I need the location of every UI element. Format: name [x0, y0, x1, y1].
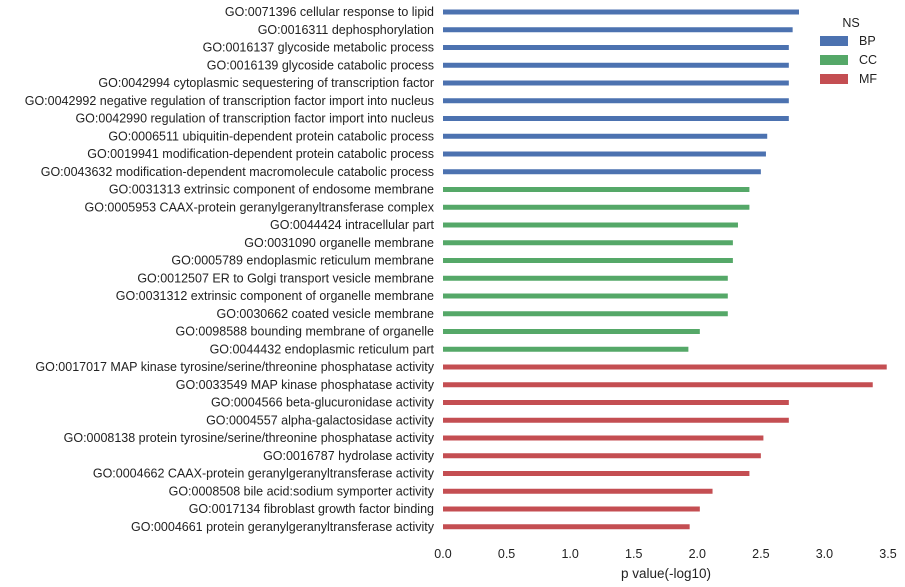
bar-cc: [443, 346, 689, 352]
x-tick-label: 2.0: [689, 547, 706, 561]
x-tick-label: 3.5: [879, 547, 896, 561]
x-tick-label: 1.0: [561, 547, 578, 561]
bar-cc: [443, 293, 728, 299]
bar-cc: [443, 222, 738, 228]
category-label: GO:0004662 CAAX-protein geranylgeranyltr…: [93, 467, 435, 481]
category-label: GO:0042990 regulation of transcription f…: [75, 112, 434, 126]
category-label: GO:0016139 glycoside catabolic process: [207, 58, 434, 72]
bar-cc: [443, 311, 728, 317]
legend-label-bp: BP: [859, 34, 876, 48]
category-label: GO:0004557 alpha-galactosidase activity: [206, 413, 435, 427]
bar-group: [443, 9, 887, 530]
bar-mf: [443, 364, 887, 370]
bar-bp: [443, 80, 789, 86]
bar-mf: [443, 471, 750, 476]
category-label: GO:0043632 modification-dependent macrom…: [41, 165, 434, 179]
bar-bp: [443, 133, 768, 139]
category-label: GO:0004566 beta-glucuronidase activity: [211, 396, 435, 410]
bar-bp: [443, 116, 789, 121]
category-label: GO:0044424 intracellular part: [270, 218, 435, 232]
bar-cc: [443, 240, 733, 246]
category-label: GO:0004661 protein geranylgeranyltransfe…: [131, 520, 435, 534]
bar-bp: [443, 98, 789, 104]
category-label: GO:0044432 endoplasmic reticulum part: [210, 342, 435, 356]
bar-bp: [443, 62, 789, 68]
bar-bp: [443, 9, 799, 15]
category-label: GO:0012507 ER to Golgi transport vesicle…: [137, 271, 434, 285]
bar-bp: [443, 169, 761, 175]
category-label: GO:0019941 modification-dependent protei…: [87, 147, 434, 161]
x-axis-ticks: 0.0 0.5 1.0 1.5 2.0 2.5 3.0 3.5: [434, 547, 896, 561]
bar-mf: [443, 453, 761, 459]
bar-mf: [443, 506, 700, 512]
bar-mf: [443, 417, 789, 423]
x-tick-label: 2.5: [752, 547, 769, 561]
x-tick-label: 0.5: [498, 547, 515, 561]
category-label: GO:0016311 dephosphorylation: [258, 23, 434, 37]
x-tick-label: 1.5: [625, 547, 642, 561]
legend-swatch-mf: [820, 74, 848, 84]
bar-mf: [443, 488, 713, 494]
category-label: GO:0005789 endoplasmic reticulum membran…: [171, 254, 434, 268]
x-tick-label: 3.0: [816, 547, 833, 561]
category-label: GO:0016787 hydrolase activity: [263, 449, 435, 463]
legend-label-cc: CC: [859, 53, 877, 67]
bar-mf: [443, 524, 690, 530]
category-label: GO:0071396 cellular response to lipid: [225, 5, 434, 19]
category-label: GO:0042994 cytoplasmic sequestering of t…: [98, 76, 434, 90]
bar-mf: [443, 400, 789, 405]
legend-swatch-bp: [820, 36, 848, 46]
bar-mf: [443, 435, 764, 441]
legend: NS BP CC MF: [820, 16, 877, 86]
bar-bp: [443, 151, 766, 157]
category-label: GO:0031312 extrinsic component of organe…: [116, 289, 434, 303]
category-label: GO:0042992 negative regulation of transc…: [25, 94, 434, 108]
x-tick-label: 0.0: [434, 547, 451, 561]
bar-bp: [443, 45, 789, 50]
bar-cc: [443, 275, 728, 281]
category-label: GO:0016137 glycoside metabolic process: [203, 41, 434, 55]
category-label: GO:0008138 protein tyrosine/serine/threo…: [64, 431, 435, 445]
category-label: GO:0033549 MAP kinase phosphatase activi…: [176, 378, 435, 392]
bar-cc: [443, 187, 750, 192]
x-axis-title: p value(-log10): [621, 566, 711, 581]
legend-label-mf: MF: [859, 72, 877, 86]
category-label: GO:0030662 coated vesicle membrane: [217, 307, 435, 321]
bar-cc: [443, 258, 733, 263]
bar-mf: [443, 382, 873, 388]
category-label: GO:0006511 ubiquitin-dependent protein c…: [108, 129, 434, 143]
legend-title: NS: [842, 16, 859, 30]
category-label: GO:0098588 bounding membrane of organell…: [175, 325, 434, 339]
category-label: GO:0031090 organelle membrane: [244, 236, 434, 250]
category-labels: GO:0071396 cellular response to lipid GO:…: [25, 5, 435, 534]
bar-bp: [443, 27, 793, 33]
bar-cc: [443, 204, 750, 210]
bar-cc: [443, 329, 700, 334]
category-label: GO:0031313 extrinsic component of endoso…: [109, 183, 434, 197]
category-label: GO:0005953 CAAX-protein geranylgeranyltr…: [85, 200, 435, 214]
category-label: GO:0017017 MAP kinase tyrosine/serine/th…: [35, 360, 434, 374]
category-label: GO:0008508 bile acid:sodium symporter ac…: [169, 484, 435, 498]
legend-swatch-cc: [820, 55, 848, 65]
category-label: GO:0017134 fibroblast growth factor bind…: [189, 502, 434, 516]
